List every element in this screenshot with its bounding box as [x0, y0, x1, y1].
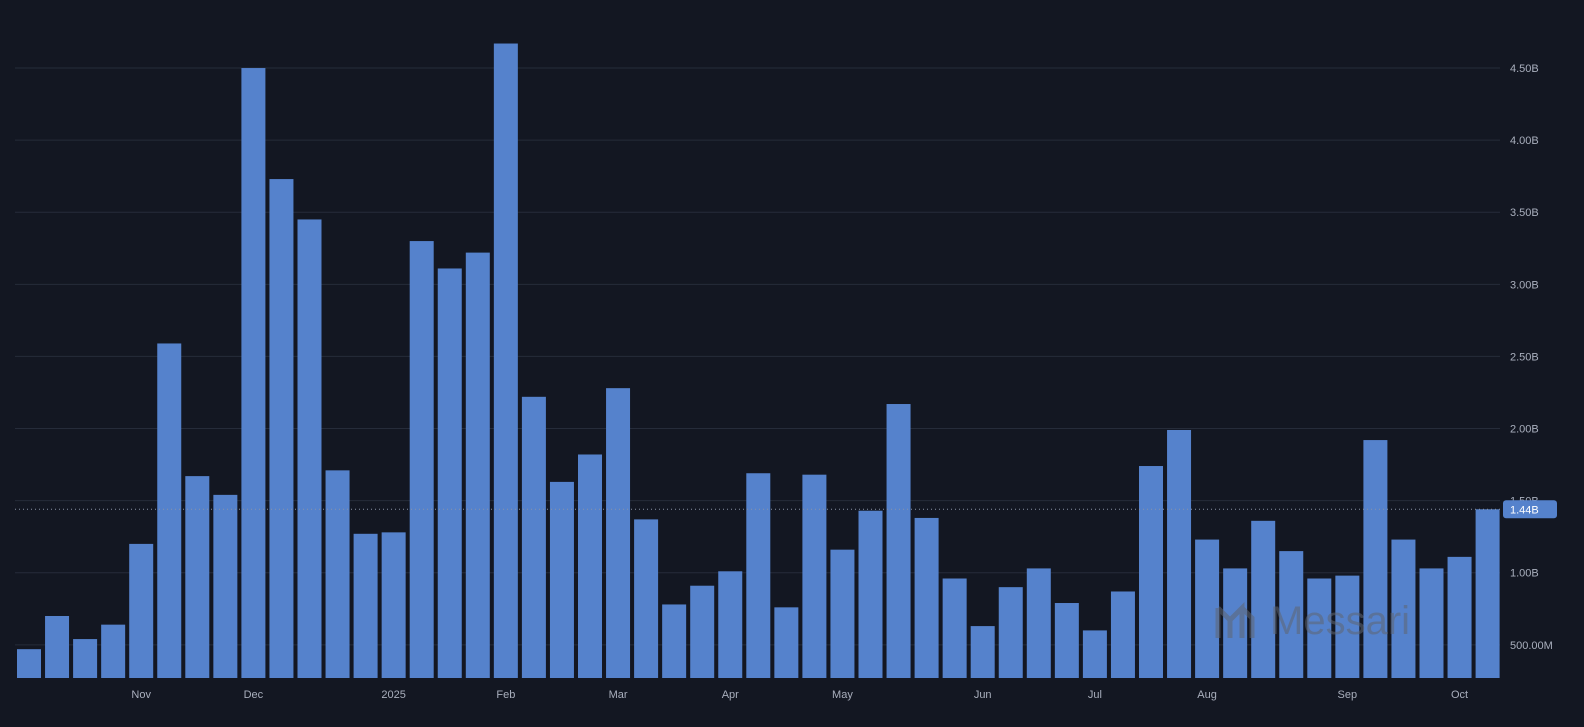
- messari-logo-icon: [1215, 601, 1255, 638]
- y-tick-label: 4.00B: [1510, 135, 1539, 147]
- x-tick-label: Jun: [974, 689, 992, 701]
- bar: [1335, 575, 1360, 678]
- y-tick-label: 3.50B: [1510, 207, 1539, 219]
- bar: [129, 543, 154, 678]
- bar: [1110, 591, 1135, 678]
- bar: [634, 519, 659, 678]
- bar: [970, 626, 995, 678]
- x-tick-label: May: [832, 689, 853, 701]
- x-tick-label: Nov: [131, 689, 151, 701]
- bar: [830, 549, 855, 678]
- x-tick-label: 2025: [381, 689, 405, 701]
- bar: [549, 481, 574, 678]
- bar: [185, 476, 210, 678]
- y-tick-label: 500.00M: [1510, 640, 1553, 652]
- bar: [269, 179, 294, 678]
- bar: [1363, 440, 1388, 678]
- bar: [45, 615, 70, 678]
- bar: [17, 649, 41, 678]
- bar: [1082, 630, 1107, 678]
- bar: [1391, 539, 1416, 678]
- bar: [409, 241, 434, 678]
- bar: [690, 585, 715, 678]
- bar: [101, 624, 126, 678]
- bar: [297, 219, 322, 678]
- bar: [858, 510, 883, 678]
- bar: [1167, 429, 1192, 678]
- bar: [1139, 466, 1163, 678]
- bar: [802, 474, 827, 678]
- bar: [1195, 539, 1220, 678]
- x-tick-label: Dec: [244, 689, 264, 701]
- x-tick-label: Jul: [1088, 689, 1102, 701]
- bar: [381, 532, 406, 678]
- bar: [942, 578, 967, 678]
- bar: [1475, 509, 1500, 678]
- bar: [662, 604, 687, 678]
- bar: [213, 494, 238, 678]
- bar: [774, 607, 799, 678]
- x-tick-label: Mar: [609, 689, 628, 701]
- y-tick-label: 3.00B: [1510, 279, 1539, 291]
- bar: [493, 43, 518, 678]
- bar: [1251, 520, 1276, 678]
- bar: [521, 396, 546, 678]
- x-tick-label: Feb: [496, 689, 515, 701]
- y-tick-label: 2.00B: [1510, 424, 1539, 436]
- bar: [718, 571, 743, 678]
- bars: [17, 43, 1500, 679]
- bar: [914, 517, 939, 678]
- y-tick-label: 4.50B: [1510, 63, 1539, 75]
- y-tick-label: 1.00B: [1510, 568, 1539, 580]
- bar: [325, 470, 350, 678]
- bar: [437, 268, 462, 678]
- bar: [606, 388, 631, 678]
- bar: [73, 639, 98, 678]
- bar: [465, 252, 490, 679]
- bar: [241, 68, 266, 678]
- x-tick-label: Sep: [1338, 689, 1358, 701]
- bar: [578, 454, 602, 678]
- bar: [1419, 568, 1444, 678]
- y-tick-label: 2.50B: [1510, 351, 1539, 363]
- x-tick-label: Apr: [722, 689, 739, 701]
- bar: [886, 404, 911, 678]
- bar: [746, 473, 771, 678]
- bar: [157, 343, 182, 678]
- x-axis: Nov Dec 2025 Feb Mar Apr May Jun Jul Aug Sep Oct: [131, 689, 1468, 701]
- x-tick-label: Oct: [1451, 689, 1468, 701]
- current-value-marker: 1.44B: [15, 500, 1557, 519]
- bar: [1447, 556, 1472, 678]
- bar: [998, 587, 1023, 678]
- current-value-badge: [1503, 500, 1557, 519]
- bar: [1307, 578, 1332, 678]
- current-value-label: 1.44B: [1510, 504, 1539, 516]
- bar: [1026, 568, 1051, 678]
- bar: [353, 533, 378, 678]
- watermark-text: Messari: [1270, 599, 1410, 643]
- bar: [1279, 551, 1304, 678]
- y-axis: 500.00M1.00B1.50B2.00B2.50B3.00B3.50B4.0…: [1510, 63, 1553, 652]
- watermark: Messari: [1215, 599, 1410, 643]
- x-tick-label: Aug: [1197, 689, 1217, 701]
- bar: [1054, 603, 1079, 678]
